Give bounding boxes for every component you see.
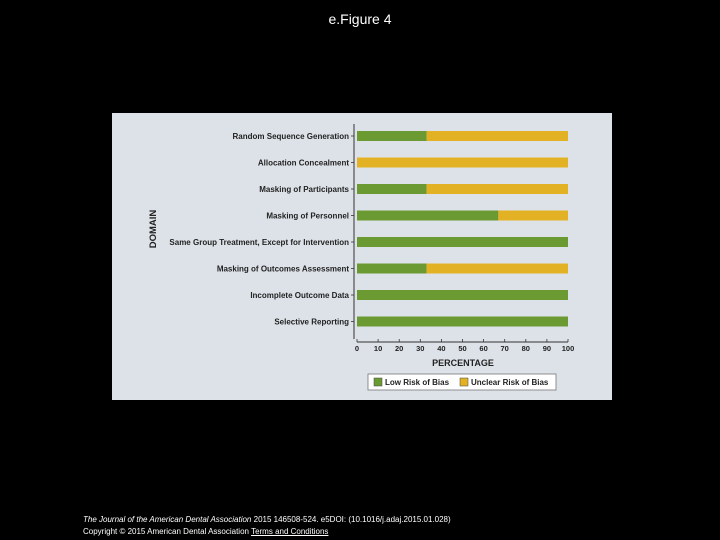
category-label: Masking of Outcomes Assessment — [217, 265, 350, 274]
x-tick-label: 0 — [355, 344, 359, 353]
citation-line: The Journal of the American Dental Assoc… — [83, 514, 451, 526]
bar-unclear-risk — [426, 263, 568, 274]
bar-low-risk — [357, 210, 499, 221]
y-axis-title: DOMAIN — [148, 210, 159, 249]
footer: The Journal of the American Dental Assoc… — [83, 514, 451, 538]
x-axis-title: PERCENTAGE — [432, 358, 494, 368]
bar-unclear-risk — [426, 131, 568, 141]
legend-swatch-unclear — [459, 377, 469, 387]
x-tick-label: 100 — [562, 344, 575, 353]
copyright-text: Copyright © 2015 American Dental Associa… — [83, 527, 252, 536]
x-tick-label: 60 — [479, 344, 487, 353]
bar-low-risk — [357, 184, 427, 194]
journal-name: The Journal of the American Dental Assoc… — [83, 515, 252, 524]
bar-unclear-risk — [426, 184, 568, 194]
x-tick-label: 90 — [543, 344, 551, 353]
bar-low-risk — [357, 263, 427, 274]
bar-unclear-risk — [498, 210, 568, 221]
category-label: Allocation Concealment — [258, 159, 349, 168]
x-tick-label: 70 — [501, 344, 509, 353]
x-tick-label: 30 — [416, 344, 424, 353]
bar-low-risk — [357, 290, 568, 300]
bias-chart: Random Sequence Generation Allocation Con… — [148, 124, 575, 391]
category-label: Incomplete Outcome Data — [250, 291, 349, 300]
figure-panel: Random Sequence Generation Allocation Con… — [112, 113, 612, 400]
copyright-line: Copyright © 2015 American Dental Associa… — [83, 526, 451, 538]
x-tick-label: 80 — [522, 344, 530, 353]
slide-title: e.Figure 4 — [328, 11, 392, 27]
x-tick-label: 10 — [374, 344, 382, 353]
category-label: Same Group Treatment, Except for Interve… — [169, 238, 349, 247]
category-label: Masking of Participants — [259, 185, 349, 194]
x-tick-label: 40 — [437, 344, 445, 353]
category-label: Selective Reporting — [274, 318, 349, 327]
terms-link[interactable]: Terms and Conditions — [251, 527, 329, 536]
category-label: Masking of Personnel — [266, 212, 349, 221]
bar-unclear-risk — [357, 157, 568, 168]
bar-low-risk — [357, 131, 427, 141]
citation-text: 2015 146508-524. e5DOI: (10.1016/j.adaj.… — [251, 515, 451, 524]
legend: Low Risk of Bias Unclear Risk of Bias — [367, 373, 557, 391]
bar-low-risk — [357, 316, 568, 327]
legend-swatch-low — [373, 377, 383, 387]
legend-label-low: Low Risk of Bias — [385, 378, 450, 387]
category-label: Random Sequence Generation — [233, 132, 350, 141]
legend-label-unclear: Unclear Risk of Bias — [471, 378, 549, 387]
x-tick-label: 50 — [458, 344, 466, 353]
bar-low-risk — [357, 237, 568, 247]
x-tick-label: 20 — [395, 344, 403, 353]
